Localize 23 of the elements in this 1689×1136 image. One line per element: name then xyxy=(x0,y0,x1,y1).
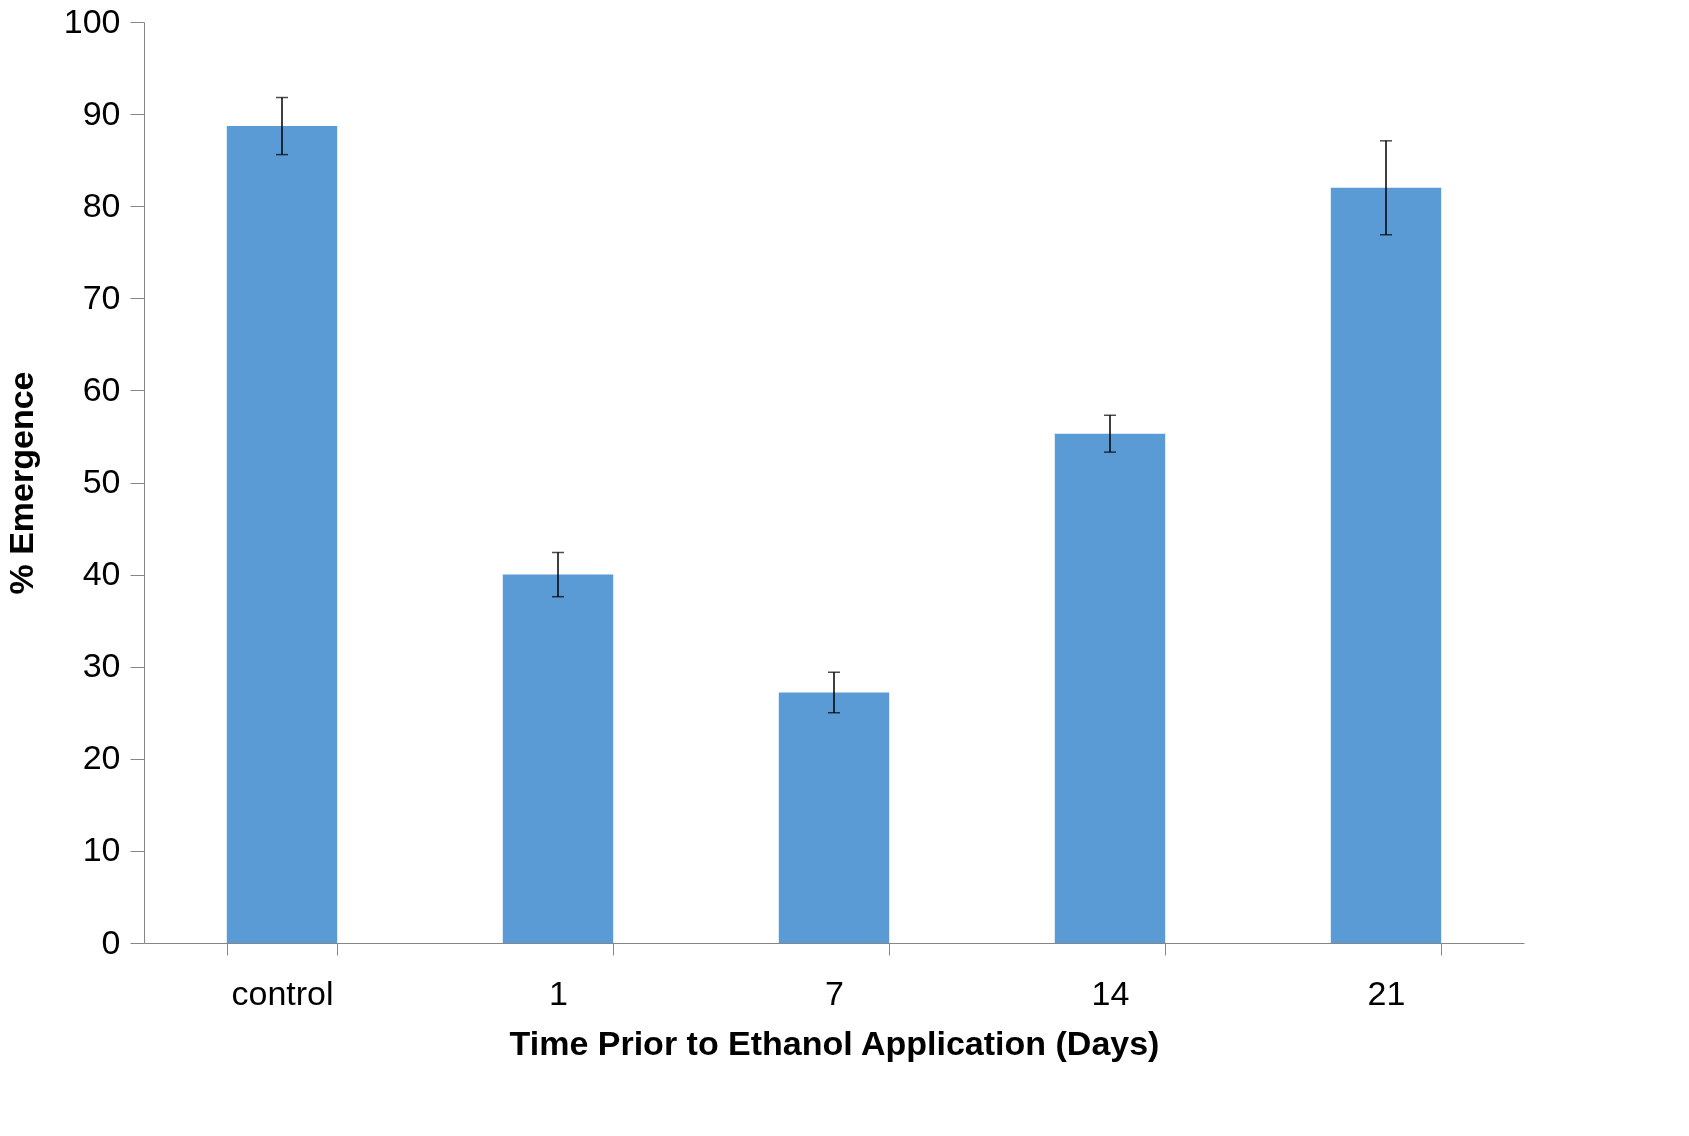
y-tick-label: 80 xyxy=(82,185,121,224)
y-tick-label: 30 xyxy=(82,646,121,685)
bar xyxy=(502,574,614,943)
y-tick-label: 40 xyxy=(82,554,121,593)
bar xyxy=(778,692,890,943)
x-tick-label: 14 xyxy=(1091,973,1130,1012)
y-tick-label: 70 xyxy=(82,277,121,316)
x-tick-label: 21 xyxy=(1367,973,1406,1012)
x-axis-title: Time Prior to Ethanol Application (Days) xyxy=(509,1023,1160,1062)
y-tick-label: 90 xyxy=(82,93,121,132)
x-tick-label: control xyxy=(231,973,334,1012)
y-tick-label: 20 xyxy=(82,738,121,777)
y-tick-label: 60 xyxy=(82,369,121,408)
bar xyxy=(226,126,338,943)
y-tick-label: 0 xyxy=(101,922,121,961)
y-axis-title: % Emergence xyxy=(1,371,40,595)
y-tick-label: 100 xyxy=(63,1,121,40)
y-tick-label: 10 xyxy=(82,830,121,869)
bar xyxy=(1330,187,1442,943)
x-tick-label: 1 xyxy=(549,973,568,1012)
y-tick-label: 50 xyxy=(82,462,121,500)
x-tick-label: 7 xyxy=(825,973,844,1012)
bar xyxy=(1054,433,1166,943)
